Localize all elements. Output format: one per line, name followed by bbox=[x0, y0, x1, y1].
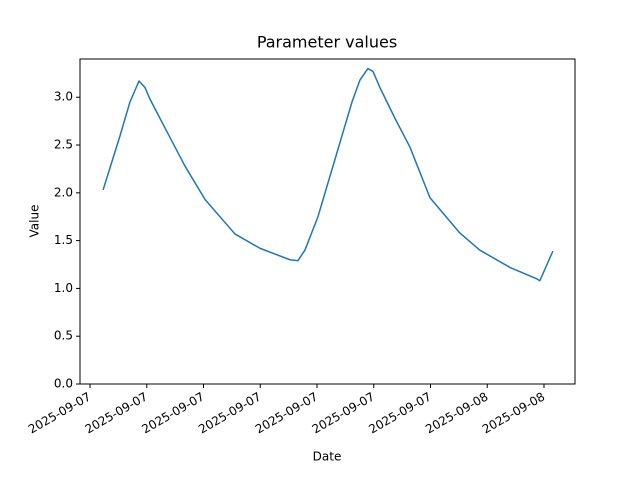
x-tick-label: 2025-09-07 bbox=[366, 390, 433, 437]
x-tick-label: 2025-09-07 bbox=[139, 390, 206, 437]
x-tick-label: 2025-09-07 bbox=[26, 390, 93, 437]
x-tick-label: 2025-09-07 bbox=[196, 390, 263, 437]
y-tick-label: 0.0 bbox=[54, 377, 73, 391]
y-tick-label: 1.0 bbox=[54, 281, 73, 295]
y-tick-label: 0.5 bbox=[54, 329, 73, 343]
x-tick-label: 2025-09-08 bbox=[423, 390, 490, 437]
axes-frame bbox=[79, 58, 576, 385]
data-line bbox=[102, 67, 554, 282]
x-tick-label: 2025-09-07 bbox=[253, 390, 320, 437]
x-tick-label: 2025-09-07 bbox=[310, 390, 377, 437]
x-axis-label: Date bbox=[313, 450, 342, 464]
y-tick-label: 3.0 bbox=[54, 90, 73, 104]
y-tick-label: 1.5 bbox=[54, 233, 73, 247]
x-tick-label: 2025-09-07 bbox=[83, 390, 150, 437]
y-axis-label: Value bbox=[28, 205, 42, 238]
x-tick-label: 2025-09-08 bbox=[480, 390, 547, 437]
chart-title: Parameter values bbox=[257, 33, 397, 52]
y-tick-label: 2.5 bbox=[54, 138, 73, 152]
y-tick-label: 2.0 bbox=[54, 185, 73, 199]
